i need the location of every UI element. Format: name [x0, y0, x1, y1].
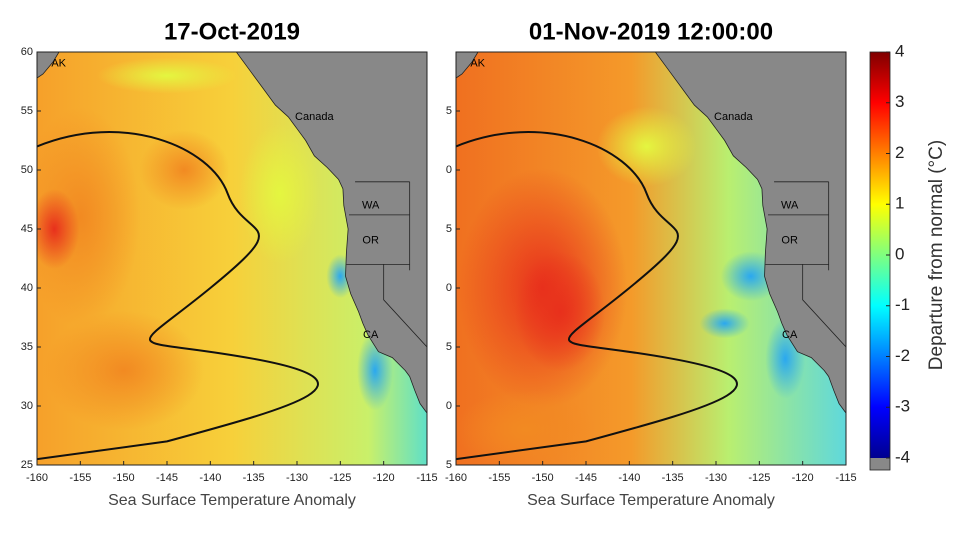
alaska — [37, 52, 60, 79]
sst-blob — [596, 106, 697, 187]
colorbar-tick-label: -3 — [895, 397, 910, 416]
colorbar — [870, 52, 890, 458]
y-tick-label: 30 — [21, 400, 33, 412]
place-label: WA — [362, 199, 380, 211]
y-tick-label: 50 — [21, 164, 33, 176]
state-border — [383, 264, 427, 348]
y-tick-label: 5 — [446, 223, 452, 235]
sst-blob — [97, 57, 237, 94]
y-tick-label: 5 — [446, 341, 452, 353]
panel-title: 17-Oct-2019 — [164, 18, 300, 45]
x-axis-label: Sea Surface Temperature Anomaly — [108, 492, 356, 509]
sst-blob — [456, 389, 596, 465]
place-label: Canada — [714, 111, 753, 123]
x-tick-label: -125 — [329, 472, 351, 484]
panel-title: 01-Nov-2019 12:00:00 — [529, 18, 773, 45]
sst-field — [37, 52, 427, 465]
sst-blob — [239, 123, 320, 264]
x-axis-label: Sea Surface Temperature Anomaly — [527, 492, 775, 509]
place-label: Canada — [295, 111, 334, 123]
place-label: WA — [781, 199, 799, 211]
x-tick-label: -115 — [416, 472, 437, 484]
sst-blob — [139, 130, 230, 210]
state-border — [802, 264, 846, 348]
map-panel: AK Canada WA OR CA 01-Nov-2019 12:00:00 Sea Su… — [445, 18, 857, 509]
y-tick-label: 35 — [21, 341, 33, 353]
sst-blob — [515, 251, 605, 372]
x-tick-label: -130 — [286, 472, 308, 484]
colorbar-tick-label: 4 — [895, 41, 904, 60]
x-tick-label: -115 — [835, 472, 856, 484]
contour — [456, 131, 738, 461]
colorbar-tick-label: 3 — [895, 92, 904, 111]
colorbar-tick-label: -2 — [895, 346, 910, 365]
x-tick-label: -135 — [243, 472, 265, 484]
colorbar-tick-label: 2 — [895, 143, 904, 162]
x-tick-label: -145 — [156, 472, 178, 484]
contour — [37, 131, 319, 461]
x-tick-label: -145 — [575, 472, 597, 484]
x-tick-label: -120 — [373, 472, 395, 484]
colorbar-frame — [869, 51, 891, 471]
axes-frame — [36, 51, 428, 466]
y-tick-label: 45 — [21, 223, 33, 235]
x-tick-label: -140 — [618, 472, 640, 484]
place-label: OR — [362, 235, 379, 247]
sst-blob — [37, 189, 80, 269]
y-tick-label: 60 — [21, 46, 33, 58]
place-label: AK — [51, 58, 66, 70]
colorbar-label: Departure from normal (°C) — [926, 140, 947, 370]
place-label: CA — [363, 329, 379, 341]
land — [235, 52, 427, 414]
place-label: OR — [781, 235, 798, 247]
y-tick-label: 5 — [446, 459, 452, 471]
x-tick-label: -150 — [532, 472, 554, 484]
y-tick-label: 25 — [21, 459, 33, 471]
x-tick-label: -150 — [113, 472, 135, 484]
sst-field — [456, 52, 846, 465]
y-tick-label: 55 — [21, 105, 33, 117]
y-tick-label: 5 — [446, 105, 452, 117]
x-tick-label: -160 — [445, 472, 467, 484]
y-tick-label: 0 — [446, 282, 452, 294]
map-panel: AK Canada WA OR CA 17-Oct-2019 Sea Surface Tem… — [21, 18, 438, 509]
y-tick-label: 40 — [21, 282, 33, 294]
colorbar-tick-label: 0 — [895, 244, 904, 263]
x-tick-label: -155 — [488, 472, 510, 484]
y-tick-label: 0 — [446, 400, 452, 412]
x-tick-label: -140 — [199, 472, 221, 484]
sst-blob — [43, 310, 204, 431]
place-label: CA — [782, 329, 798, 341]
colorbar-tick-label: 1 — [895, 194, 904, 213]
x-tick-label: -135 — [662, 472, 684, 484]
colorbar-tick-label: -4 — [895, 447, 910, 466]
x-tick-label: -130 — [705, 472, 727, 484]
axes-frame — [455, 51, 847, 466]
alaska — [456, 52, 479, 79]
sst-blob — [699, 308, 750, 339]
colorbar-tick-label: -1 — [895, 295, 910, 314]
x-tick-label: -120 — [792, 472, 814, 484]
x-tick-label: -125 — [748, 472, 770, 484]
x-tick-label: -160 — [26, 472, 48, 484]
x-tick-label: -155 — [69, 472, 91, 484]
sst-blob — [37, 107, 141, 328]
land — [654, 52, 846, 414]
colorbar-nodata — [870, 458, 890, 470]
place-label: AK — [470, 58, 485, 70]
y-tick-label: 0 — [446, 164, 452, 176]
